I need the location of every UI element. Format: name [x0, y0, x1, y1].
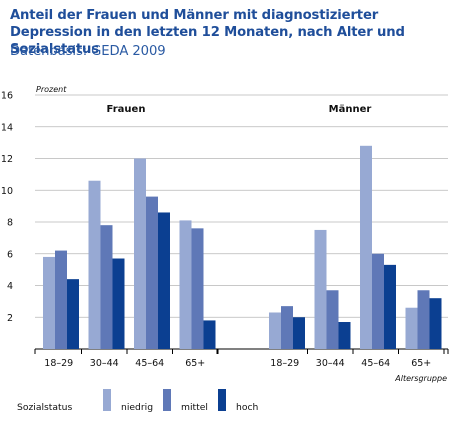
- x-tick-label: 30–44: [90, 358, 119, 369]
- y-tick-label: 6: [7, 249, 13, 260]
- bar-frauen-65plus-hoch: [203, 320, 216, 349]
- y-tick-label: 12: [1, 154, 13, 165]
- bar-maenner-45-64-niedrig: [360, 145, 372, 349]
- bar-frauen-18-29-mittel: [55, 250, 67, 349]
- bar-frauen-30-44-mittel: [100, 225, 113, 349]
- tick-labels: 2 4 6 8 10 12 14 16 Prozent Altersgruppe Frauen 18–…: [1, 85, 447, 383]
- bar-frauen-45-64-niedrig: [134, 158, 146, 349]
- legend-label-hoch: hoch: [236, 402, 258, 413]
- bar-maenner-65plus-mittel: [417, 290, 430, 349]
- bar-maenner-18-29-hoch: [293, 317, 305, 349]
- x-tick-label: 18–29: [44, 358, 73, 369]
- bar-frauen-65plus-mittel: [191, 228, 204, 349]
- bar-maenner-18-29-mittel: [281, 306, 293, 349]
- x-tick-label: 65+: [411, 358, 431, 369]
- x-tick-label: 30–44: [316, 358, 345, 369]
- chart-title: Anteil der Frauen und Männer mit diagnos…: [10, 8, 405, 57]
- legend-title: Sozialstatus: [17, 402, 72, 413]
- bar-frauen-30-44-niedrig: [88, 180, 101, 349]
- legend-swatch-niedrig: [103, 389, 111, 411]
- x-tick-label: 45–64: [135, 358, 164, 369]
- y-tick-label: 14: [1, 122, 13, 133]
- bar-frauen-65plus-niedrig: [179, 220, 192, 349]
- bar-maenner-30-44-hoch: [338, 322, 351, 349]
- y-tick-label: 4: [7, 281, 13, 292]
- y-axis-label: Prozent: [36, 85, 67, 94]
- bar-maenner-45-64-mittel: [372, 253, 384, 349]
- bar-frauen-18-29-niedrig: [43, 256, 55, 349]
- x-axis-label: Altersgruppe: [394, 374, 447, 383]
- chart-subtitle: Datenbasis: GEDA 2009: [10, 44, 166, 59]
- x-tick-label: 45–64: [361, 358, 390, 369]
- bar-frauen-45-64-mittel: [146, 196, 158, 349]
- x-tick-label: 65+: [185, 358, 205, 369]
- y-tick-label: 10: [1, 186, 13, 197]
- y-tick-label: 16: [1, 91, 13, 102]
- y-tick-label: 2: [7, 313, 13, 324]
- bar-frauen-30-44-hoch: [112, 258, 125, 349]
- bar-frauen-45-64-hoch: [158, 212, 170, 349]
- legend-swatch-mittel: [163, 389, 171, 411]
- legend-label-mittel: mittel: [181, 402, 208, 413]
- bar-maenner-30-44-mittel: [326, 290, 339, 349]
- axes: [34, 349, 449, 354]
- bar-series: [43, 145, 442, 349]
- bar-maenner-65plus-niedrig: [405, 307, 418, 349]
- bar-frauen-18-29-hoch: [67, 279, 79, 349]
- bar-maenner-45-64-hoch: [384, 264, 396, 349]
- panel-title-frauen: Frauen: [107, 104, 146, 115]
- legend-swatch-hoch: [218, 389, 226, 411]
- bar-maenner-65plus-hoch: [429, 298, 442, 349]
- y-tick-label: 8: [7, 218, 13, 229]
- panel-title-maenner: Männer: [329, 104, 372, 115]
- bar-maenner-30-44-niedrig: [314, 229, 327, 349]
- x-tick-label: 18–29: [270, 358, 299, 369]
- legend-label-niedrig: niedrig: [121, 402, 153, 413]
- bar-maenner-18-29-niedrig: [269, 312, 281, 349]
- legend: Sozialstatus niedrig mittel hoch: [17, 389, 258, 413]
